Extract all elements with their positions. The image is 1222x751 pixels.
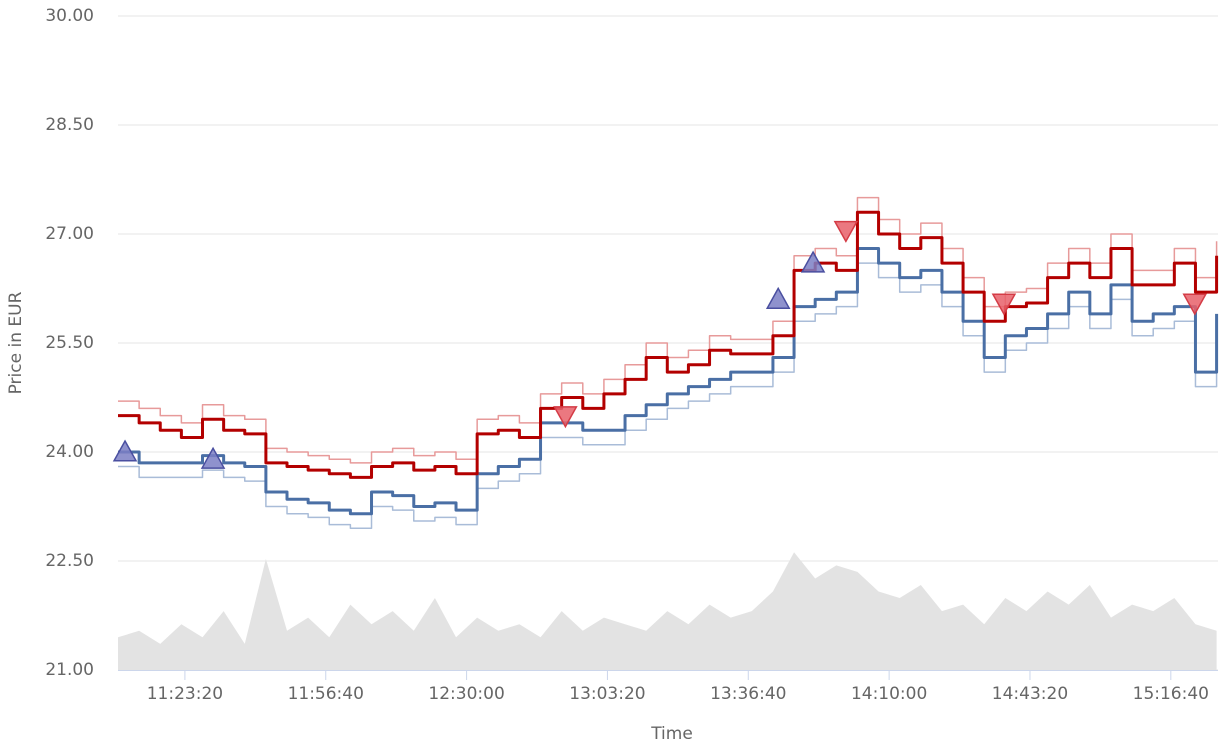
buy-marker [112, 439, 138, 462]
volume-area [118, 552, 1217, 670]
y-tick-label: 25.50 [45, 333, 94, 353]
price-line [118, 196, 1218, 464]
y-tick-label: 28.50 [45, 115, 94, 135]
price-line [118, 247, 1219, 516]
x-tick-label: 15:16:40 [1133, 684, 1209, 704]
price-line [118, 262, 1218, 530]
y-tick-label: 27.00 [45, 224, 94, 244]
sell-marker [833, 220, 859, 243]
y-tick-label: 21.00 [45, 660, 94, 680]
buy-marker [800, 250, 826, 273]
price-line [118, 210, 1219, 479]
x-tick-label: 13:36:40 [710, 684, 786, 704]
x-tick-label: 12:30:00 [428, 684, 504, 704]
sell-marker [991, 293, 1017, 316]
buy-marker [200, 446, 226, 469]
y-tick-label: 24.00 [45, 442, 94, 462]
x-axis-title: Time [650, 724, 693, 744]
sell-marker [1182, 293, 1208, 316]
y-tick-label: 30.00 [45, 6, 94, 26]
y-tick-label: 22.50 [45, 551, 94, 571]
x-tick-label: 13:03:20 [569, 684, 645, 704]
y-axis-title: Price in EUR [6, 291, 26, 394]
buy-marker [765, 286, 791, 309]
x-tick-label: 11:23:20 [147, 684, 223, 704]
sell-marker [553, 406, 578, 429]
x-tick-label: 14:43:20 [992, 684, 1068, 704]
x-tick-label: 11:56:40 [288, 684, 364, 704]
x-tick-label: 14:10:00 [851, 684, 927, 704]
